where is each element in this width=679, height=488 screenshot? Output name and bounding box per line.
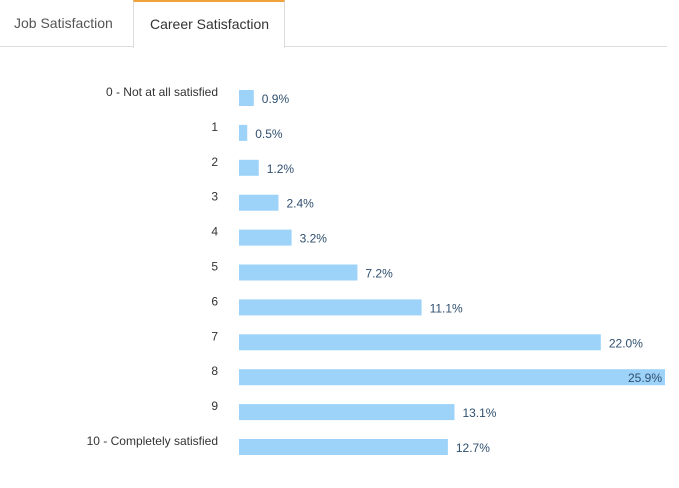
category-label: 3 bbox=[211, 190, 218, 204]
bar bbox=[239, 439, 448, 455]
tab-bar: Job Satisfaction Career Satisfaction bbox=[0, 0, 667, 48]
category-label: 9 bbox=[211, 399, 218, 413]
category-label: 0 - Not at all satisfied bbox=[106, 85, 218, 99]
value-label: 13.1% bbox=[462, 406, 496, 420]
category-label: 5 bbox=[211, 260, 218, 274]
category-label: 1 bbox=[211, 120, 218, 134]
bar bbox=[239, 404, 455, 421]
value-label: 11.1% bbox=[430, 301, 463, 315]
bar bbox=[239, 229, 292, 246]
category-label: 6 bbox=[211, 294, 218, 308]
value-label: 22.0% bbox=[609, 336, 643, 350]
bar bbox=[239, 369, 665, 386]
category-label: 8 bbox=[211, 364, 218, 378]
value-label: 2.4% bbox=[286, 197, 314, 211]
category-label: 4 bbox=[211, 225, 218, 239]
bar bbox=[239, 90, 254, 106]
bar bbox=[239, 264, 358, 281]
bar bbox=[239, 159, 259, 176]
tab-career-satisfaction[interactable]: Career Satisfaction bbox=[133, 0, 285, 48]
bar bbox=[239, 299, 422, 316]
value-label: 7.2% bbox=[365, 267, 393, 281]
value-label: 3.2% bbox=[300, 232, 328, 246]
bar bbox=[239, 194, 279, 211]
bar bbox=[239, 334, 601, 351]
tab-job-satisfaction[interactable]: Job Satisfaction bbox=[14, 15, 113, 31]
category-label: 7 bbox=[211, 329, 218, 343]
category-label: 2 bbox=[211, 155, 218, 169]
value-label: 0.9% bbox=[262, 92, 290, 106]
category-label: 10 - Completely satisfied bbox=[87, 434, 218, 448]
value-label: 25.9% bbox=[628, 371, 662, 385]
value-label: 1.2% bbox=[267, 162, 295, 176]
bar bbox=[239, 124, 248, 141]
value-label: 0.5% bbox=[255, 127, 283, 141]
value-label: 12.7% bbox=[456, 441, 490, 455]
